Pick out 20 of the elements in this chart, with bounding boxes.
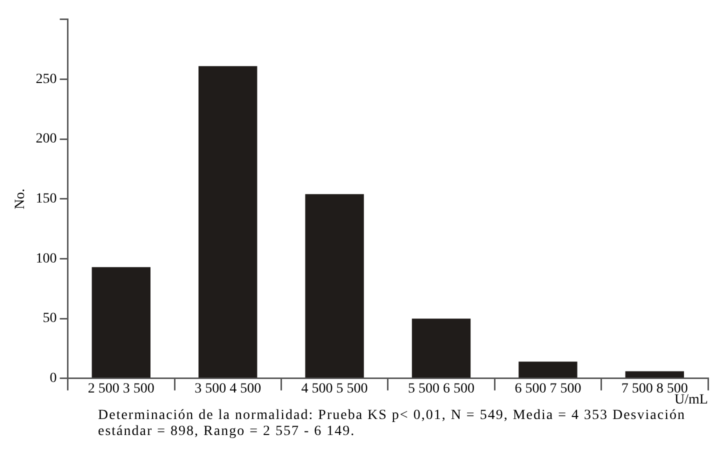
- y-tick-label: 250: [36, 72, 57, 87]
- x-axis-title: U/mL: [674, 392, 708, 408]
- x-tick-label: 3 500 4 500: [194, 381, 262, 396]
- bar: [92, 267, 150, 378]
- bar: [412, 318, 471, 378]
- bar: [518, 362, 578, 378]
- bar: [625, 371, 684, 378]
- y-tick-label: 100: [36, 251, 57, 266]
- x-tick-label: 4 500 5 500: [301, 381, 368, 396]
- y-axis-title: No.: [13, 188, 28, 210]
- bar: [305, 194, 364, 378]
- x-tick-label: 6 500 7 500: [514, 381, 582, 396]
- y-tick-label: 200: [36, 132, 57, 147]
- bar: [198, 66, 258, 378]
- y-tick-label: 150: [36, 192, 57, 207]
- y-tick-label: 0: [50, 371, 57, 386]
- x-tick-label: 2 500 3 500: [88, 381, 154, 396]
- x-tick-label: 5 500 6 500: [408, 381, 474, 396]
- y-tick-label: 50: [42, 311, 57, 326]
- text: Determinación de la normalidad: Prueba KS p< 0,01, N = 549, Media = 4 353 Desviación estándar = 898, Rango = 2 557 - 6 149.: [98, 408, 686, 440]
